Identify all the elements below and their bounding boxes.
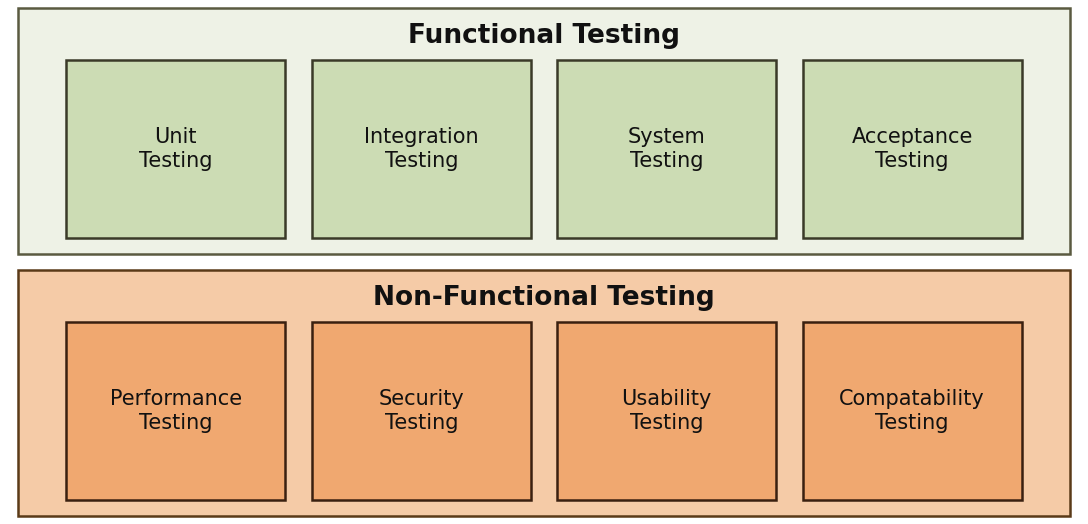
Bar — [66, 60, 285, 238]
Bar — [312, 60, 531, 238]
Bar — [18, 270, 1070, 516]
Bar — [557, 322, 776, 500]
Bar — [66, 322, 285, 500]
Bar — [803, 322, 1022, 500]
Bar — [312, 322, 531, 500]
Text: Integration
Testing: Integration Testing — [364, 127, 479, 171]
Bar — [803, 60, 1022, 238]
Text: Performance
Testing: Performance Testing — [110, 389, 242, 433]
Text: Usability
Testing: Usability Testing — [621, 389, 712, 433]
Text: Non-Functional Testing: Non-Functional Testing — [373, 285, 715, 311]
Bar — [557, 60, 776, 238]
Bar — [18, 8, 1070, 254]
Text: Acceptance
Testing: Acceptance Testing — [852, 127, 973, 171]
Text: Compatability
Testing: Compatability Testing — [839, 389, 985, 433]
Text: System
Testing: System Testing — [628, 127, 706, 171]
Text: Functional Testing: Functional Testing — [408, 23, 680, 49]
Text: Unit
Testing: Unit Testing — [139, 127, 212, 171]
Text: Security
Testing: Security Testing — [379, 389, 465, 433]
